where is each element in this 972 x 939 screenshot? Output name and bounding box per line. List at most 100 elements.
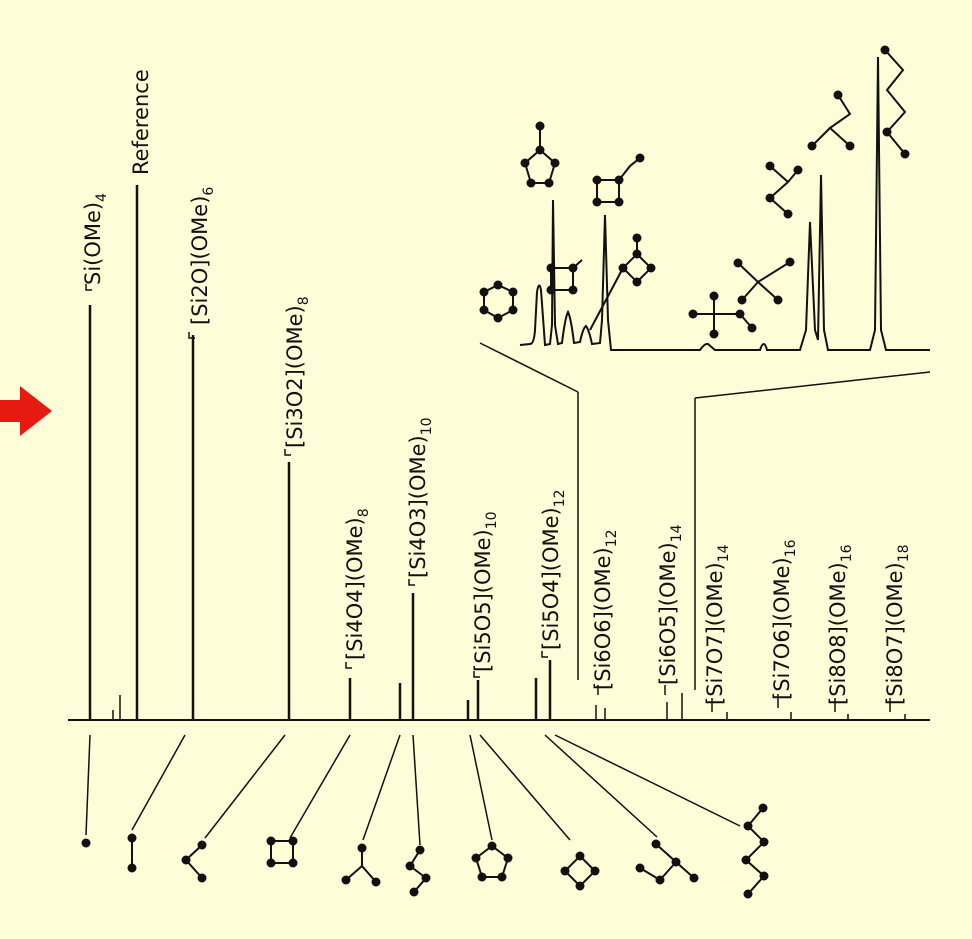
- linear-pentamer-structure: [744, 807, 766, 895]
- si-atom-dot: [743, 821, 753, 831]
- si-atom-dot: [127, 833, 137, 843]
- si-atom-dot: [807, 141, 817, 151]
- peak-label-si6o6: [Si6O6](OMe)12: [591, 529, 620, 690]
- peak-label-si5o4: [Si5O4](OMe)12: [539, 489, 568, 650]
- si-atom-dot: [592, 197, 602, 207]
- si-atom-dot: [592, 175, 602, 185]
- si-atom-dot: [520, 158, 530, 168]
- peak-label-si8o7: [Si8O7](OMe)18: [883, 544, 912, 705]
- peak-label-si7o6: [Si7O6](OMe)16: [770, 539, 799, 700]
- si-atom-dot: [568, 285, 578, 295]
- peak-label-si2o: [Si2O](OMe)6: [188, 187, 217, 325]
- si-atom-dot: [882, 127, 892, 137]
- si-atom-dot: [471, 853, 481, 863]
- si-atom-dot: [741, 855, 751, 865]
- si-atom-dot: [546, 285, 556, 295]
- zigzag-chain-structure-2: [811, 94, 852, 147]
- si-atom-dot: [357, 843, 367, 853]
- si-atom-dot: [773, 295, 783, 305]
- bottom-leader-lines: [85, 734, 741, 846]
- si-atom-dot: [709, 329, 719, 339]
- si-atom-dots: [81, 45, 910, 899]
- si-atom-dot: [845, 141, 855, 151]
- si-atom-dot: [646, 263, 656, 273]
- peak-label-si-ome4: Si(OMe)4: [81, 193, 110, 285]
- si-atom-dot: [508, 287, 518, 297]
- inset-structures: [483, 49, 907, 334]
- si-atom-dot: [181, 855, 191, 865]
- si-atom-dot: [785, 257, 795, 267]
- si-atom-dot: [535, 121, 545, 131]
- si-atom-dot: [709, 291, 719, 301]
- inset-spectrum: [479, 56, 931, 690]
- peak-label-si4o4: [Si4O4](OMe)8: [343, 508, 372, 660]
- diamond-branch-structure: [589, 238, 653, 331]
- si-atom-dot: [81, 838, 91, 848]
- si-atom-dot: [288, 836, 298, 846]
- si-atom-dot: [618, 263, 628, 273]
- si-atom-dot: [560, 866, 570, 876]
- si-atom-dot: [197, 840, 207, 850]
- ring-six-structure: [483, 283, 514, 320]
- si-atom-dot: [632, 233, 642, 243]
- zigzag-chain-structure-1: [768, 165, 799, 215]
- bottom-structures: [131, 807, 766, 895]
- peak-label-si4o3: [Si4O3](OMe)10: [406, 417, 435, 578]
- si-atom-dot: [733, 258, 743, 268]
- si-atom-dot: [880, 45, 890, 55]
- si-atom-dot: [689, 873, 699, 883]
- si-atom-dot: [743, 889, 753, 899]
- si-atom-dot: [737, 295, 747, 305]
- si-atom-dot: [783, 209, 793, 219]
- si-atom-dot: [127, 863, 137, 873]
- branched-pentamer-structure: [639, 843, 695, 881]
- si-atom-dot: [688, 309, 698, 319]
- si-atom-dot: [546, 263, 556, 273]
- si-atom-dot: [405, 861, 415, 871]
- si-atom-dot: [266, 836, 276, 846]
- si-atom-dot: [590, 866, 600, 876]
- si-atom-dot: [266, 858, 276, 868]
- peak-labels: Si(OMe)4 Reference [Si2O](OMe)6 [Si3O2](OMe…: [81, 69, 912, 705]
- inset-zoom-line-right: [694, 371, 931, 399]
- si-atom-dot: [833, 90, 843, 100]
- si-atom-dot: [503, 853, 513, 863]
- si-atom-dot: [487, 841, 497, 851]
- zigzag-chain-structure-3: [884, 49, 907, 155]
- si-atom-dot: [497, 872, 507, 882]
- peak-label-si6o5: [Si6O5](OMe)14: [656, 524, 685, 685]
- si-atom-dot: [415, 845, 425, 855]
- si-atom-dot: [747, 323, 757, 333]
- si-atom-dot: [575, 881, 585, 891]
- si-atom-dot: [614, 175, 624, 185]
- branched-tetramer-structure: [345, 848, 377, 883]
- si-atom-dot: [479, 287, 489, 297]
- si-atom-dot: [409, 887, 419, 897]
- si-atom-dot: [421, 873, 431, 883]
- peak-label-si8o8: [Si8O8](OMe)16: [826, 544, 855, 705]
- si-atom-dot: [735, 309, 745, 319]
- si-atom-dot: [508, 305, 518, 315]
- si-atom-dot: [758, 803, 768, 813]
- si-atom-dot: [759, 871, 769, 881]
- inset-trace: [519, 56, 930, 351]
- si-atom-dot: [526, 178, 536, 188]
- si-atom-dot: [568, 263, 578, 273]
- cyclic-tetramer-structure: [270, 840, 294, 864]
- si-atom-dot: [544, 178, 554, 188]
- peak-label-reference: Reference: [129, 69, 153, 175]
- si-atom-dot: [371, 877, 381, 887]
- branched-chain-structure: [737, 261, 791, 301]
- si-atom-dot: [550, 158, 560, 168]
- si-atom-dot: [614, 197, 624, 207]
- si-atom-dot: [477, 872, 487, 882]
- peak-label-si3o2: [Si3O2](OMe)8: [283, 296, 312, 448]
- si-atom-dot: [651, 839, 661, 849]
- si-atom-dot: [493, 280, 503, 290]
- si-atom-dot: [535, 145, 545, 155]
- linear-tetramer-structure: [408, 849, 428, 893]
- si-atom-dot: [900, 149, 910, 159]
- si-atom-dot: [632, 277, 642, 287]
- ring-four-structure: [550, 259, 583, 291]
